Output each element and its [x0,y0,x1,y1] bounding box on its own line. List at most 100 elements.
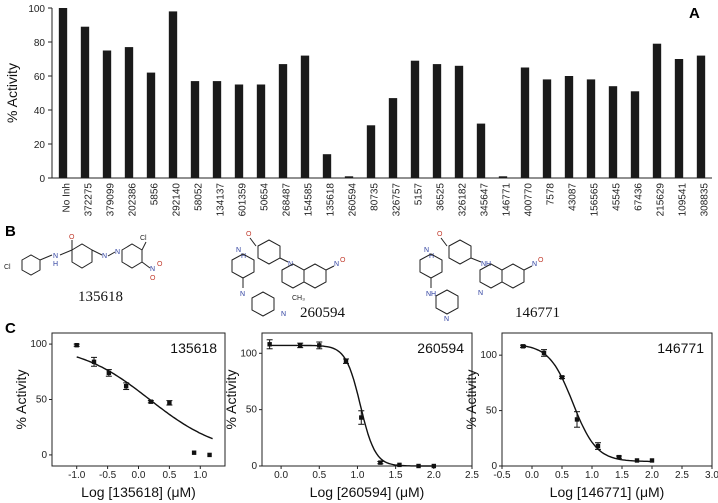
x-tick-label: 1.0 [193,470,207,481]
x-tick-label: 1.0 [585,470,599,481]
x-tick-label: 156565 [590,183,601,217]
x-tick-label: 2.5 [465,470,479,481]
y-axis-title: % Activity [4,63,20,123]
compound-id: 260594 [300,305,346,321]
bond [141,241,147,251]
x-tick-label: 3.0 [705,470,718,481]
data-point [574,417,580,422]
atom-label: O [437,231,443,238]
y-ticks: 0 20 40 60 80 100 [28,4,52,185]
x-tick-label: 43087 [568,183,579,211]
bar [234,84,244,178]
x-tick-label: 372275 [84,183,95,217]
y-tick-label: 40 [34,106,46,117]
bond [279,257,289,263]
x-tick-label: 134137 [216,183,227,217]
atom-label: N [240,291,245,298]
panel-letter-a: A [689,5,700,22]
atom-label: O [340,257,346,264]
data-point [91,359,97,365]
x-tick-label: 0.5 [312,470,326,481]
data-point [343,358,349,364]
x-tick-label: 67436 [634,183,645,211]
data-point [148,399,154,404]
x-tick-label: 292140 [172,183,183,217]
bar [190,81,200,178]
bar [520,67,530,178]
atom-label: H [241,253,246,260]
x-tick-label: 308835 [700,183,711,217]
chemical-structures: N H O Cl N N Cl N O O 135618 O N H [4,231,560,323]
bond [523,265,533,271]
bond [440,237,448,247]
data-point [123,384,129,389]
bar [102,50,112,178]
plot-frame [261,332,473,467]
y-tick-label: 100 [480,350,497,361]
x-axis-title: Log [146771] (μM) [550,484,665,500]
atom-label: H [429,253,434,260]
bar [696,55,706,178]
x-tick-label: 601359 [238,183,249,217]
x-tick-label: 1.0 [351,470,365,481]
atom-label: O [157,261,163,268]
x-tick-label: 260594 [348,183,359,217]
x-tick-label: 326757 [392,183,403,217]
plot-frame [501,332,713,467]
bar-chart-activity: % Activity 0 20 40 60 80 100 No Inh 372275 3790… [4,4,712,216]
x-axis-title: Log [135618] (μM) [81,484,196,500]
x-tick-label: -1.0 [68,470,86,481]
x-tick-label: 154585 [304,183,315,217]
x-tick-label: 1.5 [389,470,403,481]
x-tick-label: -0.5 [99,470,117,481]
bond [141,261,151,269]
data-point [207,452,212,458]
y-tick-label: 0 [491,461,497,472]
atom-label: N [478,290,483,297]
x-axis-title: Log [260594] (μM) [310,484,425,500]
atom-label: O [538,257,544,264]
y-tick-label: 0 [251,461,257,472]
x-tick-label: 45545 [612,183,623,211]
bar [344,176,354,178]
compound-label: 146771 [657,340,704,356]
fit-curve [522,345,652,463]
y-tick-label: 60 [34,72,46,83]
x-tick-label: 0.0 [132,470,146,481]
x-tick-label: 58052 [194,183,205,211]
compound-id: 135618 [78,289,123,305]
atom-label: N [288,261,293,268]
data-point [297,343,303,348]
y-tick-label: 20 [34,140,46,151]
data-point [167,400,172,406]
bar [366,125,376,178]
atom-label: N [236,247,241,254]
y-axis-title: % Activity [463,370,479,430]
bar [124,47,134,178]
data-point [267,342,272,347]
bond [91,249,103,256]
bond [325,265,335,271]
data-point [74,342,79,348]
ring [121,243,143,269]
ring [231,253,255,279]
bar [168,11,178,179]
structure-260594: O N H N N N CH₃ N O 260594 [231,231,346,321]
data-point [317,343,322,348]
x-tick-label: No Inh [62,183,73,212]
atom-label: O [69,234,75,241]
bond [59,249,73,256]
bar [322,154,332,178]
y-axis-title: % Activity [13,370,29,430]
bar [256,84,266,178]
x-tick-labels: No Inh 372275 379099 202386 5856 292140 58052 1… [62,183,711,217]
bar [586,79,596,178]
atom-label: N [334,261,339,268]
structure-135618: N H O Cl N N Cl N O O 135618 [4,234,163,305]
atom-label: N [444,316,449,323]
y-tick-label: 100 [28,4,45,15]
data-point [649,458,655,463]
dose-response-135618: -1.0 -0.5 0.0 0.5 1.0 0 50 100 135618 Log [135618… [13,332,226,500]
fit-curve [76,356,213,440]
bar [630,91,640,178]
